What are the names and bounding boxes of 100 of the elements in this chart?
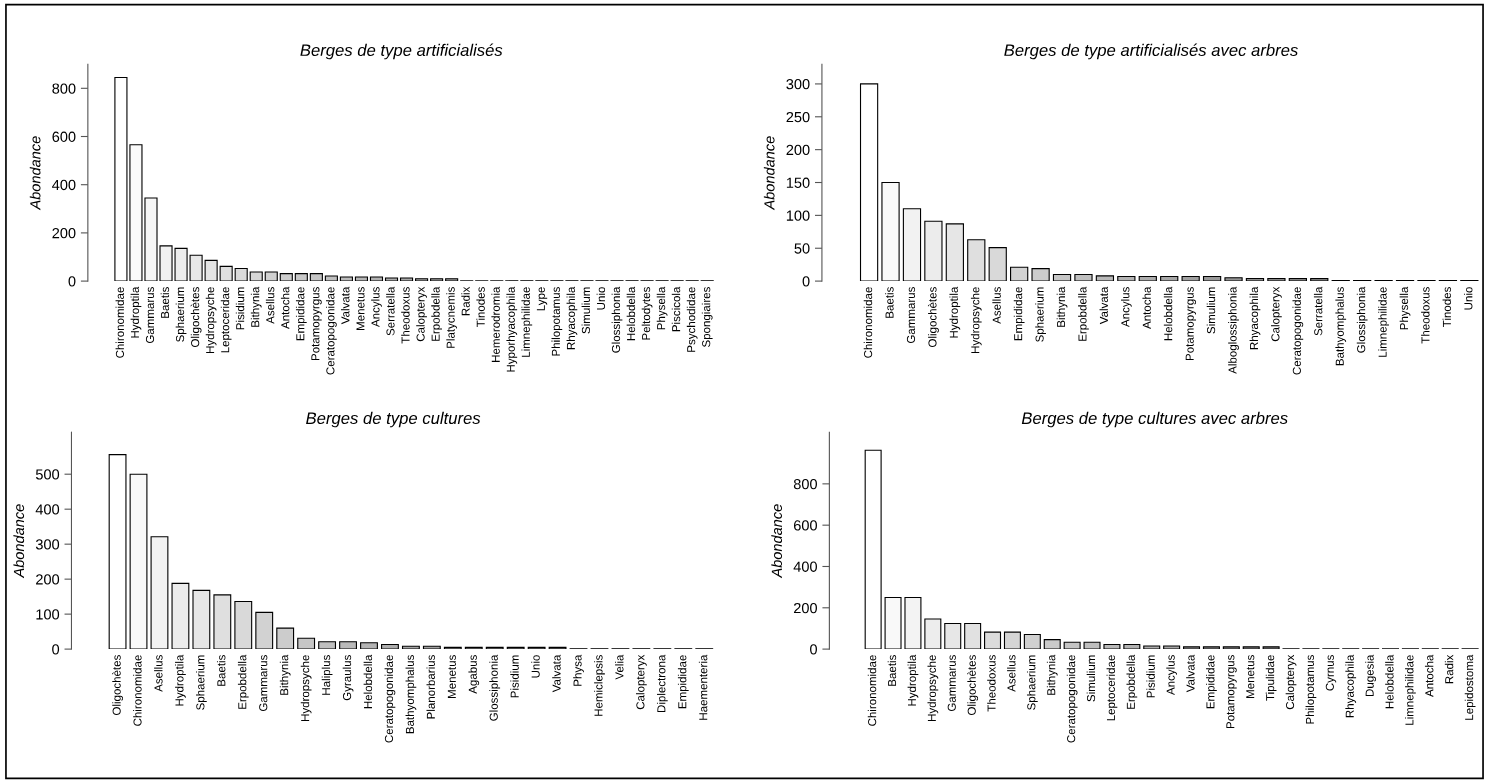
x-tick-label: Hydropsyche: [205, 287, 217, 353]
x-tick-label: Sphaerium: [175, 287, 187, 342]
x-tick-label: Asellus: [265, 287, 275, 324]
x-tick-label: Glossiphonia: [489, 654, 501, 721]
x-tick-label: Hydropsyche: [970, 287, 982, 353]
bar: [859, 83, 879, 282]
y-tick-label: 200: [52, 228, 76, 239]
x-tick-label: Helobdella: [1163, 286, 1173, 341]
bar: [988, 247, 1007, 282]
x-tick-label: Helobdella: [363, 654, 373, 709]
y-axis-title: Abondance: [763, 136, 775, 211]
bar: [1288, 277, 1307, 282]
x-tick-label: Empididae: [677, 655, 689, 709]
bar: [150, 536, 169, 650]
x-tick-label: Radix: [461, 286, 470, 316]
x-tick-label: Potamopyrgus: [1185, 287, 1197, 361]
bar: [279, 273, 293, 282]
y-tick-label: 300: [786, 79, 810, 90]
x-tick-label: Erpobdella: [237, 654, 249, 709]
bar: [1183, 646, 1201, 650]
bar: [864, 449, 882, 650]
bar: [249, 271, 263, 282]
x-tick-label: Rhyacophila: [1345, 654, 1357, 718]
x-tick-label: Physella: [1399, 286, 1411, 330]
x-tick-label: Physella: [656, 286, 668, 330]
y-tick-label: 400: [793, 561, 817, 572]
x-tick-label: Tinodes: [476, 287, 485, 327]
x-tick-label: Physa: [573, 654, 584, 686]
x-tick-label: Psychodidae: [686, 287, 698, 352]
x-tick-label: Hemiclepsis: [594, 655, 605, 716]
x-tick-label: Empididae: [1206, 655, 1217, 709]
bar: [354, 276, 369, 282]
x-tick-label: Haementeria: [698, 654, 708, 720]
bar: [399, 277, 414, 282]
x-tick-label: Radix: [1444, 654, 1454, 684]
bar: [430, 278, 444, 282]
y-tick-label: 100: [36, 609, 60, 620]
bar: [1063, 641, 1081, 650]
x-tick-label: Calopteryx: [1271, 286, 1282, 342]
bar: [1202, 646, 1220, 650]
x-tick-label: Gammarus: [947, 655, 956, 712]
bar: [1083, 641, 1101, 650]
bar: [1123, 644, 1141, 650]
x-tick-label: Diplectrona: [656, 654, 668, 713]
bar: [234, 600, 253, 650]
y-tick-label: 0: [802, 276, 810, 287]
x-tick-label: Bithynia: [1056, 286, 1068, 327]
x-tick-label: Erpobdella: [1078, 286, 1089, 341]
bar: [264, 271, 278, 282]
x-tick-label: Ceratopogonidae: [326, 287, 337, 375]
bar: [339, 641, 357, 650]
x-tick-label: Simulium: [1206, 287, 1216, 334]
bar: [904, 596, 922, 650]
bar: [318, 641, 337, 650]
x-tick-label: Bithynia: [1046, 654, 1058, 695]
y-tick-label: 300: [35, 539, 60, 550]
bar: [945, 223, 964, 282]
x-tick-label: Cyrnus: [1325, 655, 1337, 691]
x-tick-label: Menetus: [447, 655, 456, 698]
bar: [360, 642, 378, 650]
x-tick-label: Empididae: [295, 287, 307, 341]
bar: [984, 631, 1002, 650]
x-tick-label: Hydropsyche: [927, 655, 939, 721]
x-tick-label: Hydroptila: [907, 654, 919, 706]
x-tick-label: Bithynia: [250, 286, 262, 327]
bar: [1103, 644, 1121, 650]
x-tick-label: Pisidium: [1146, 655, 1155, 698]
x-tick-label: Theodoxus: [401, 287, 410, 344]
x-tick-label: Lepidostoma: [1464, 654, 1476, 720]
x-tick-label: Chironomidae: [133, 655, 142, 726]
x-tick-label: Baetis: [216, 655, 226, 686]
x-tick-label: Bithynia: [279, 654, 291, 695]
y-axis-title: Abondance: [13, 504, 25, 579]
bar: [309, 273, 323, 282]
chart-title: Berges de type artificialisés avec arbres: [1004, 43, 1298, 60]
x-tick-label: Spongiaires: [701, 287, 713, 348]
x-tick-label: Piscicola: [671, 286, 681, 332]
x-tick-label: Erpobdella: [431, 286, 442, 341]
bar: [1245, 277, 1265, 282]
x-tick-label: Serratella: [1313, 286, 1323, 336]
x-tick-label: Oligochètes: [112, 655, 124, 715]
y-tick-label: 150: [786, 177, 810, 188]
y-tick-label: 500: [35, 469, 60, 480]
bar: [1043, 639, 1061, 650]
x-tick-label: Hyporhyacophila: [506, 286, 518, 372]
bar: [1117, 275, 1136, 282]
x-tick-label: Asellus: [1007, 655, 1016, 692]
x-tick-label: Antocha: [280, 286, 290, 329]
x-tick-label: Peltodytes: [641, 287, 653, 340]
x-tick-label: Antocha: [1424, 654, 1434, 697]
bar: [213, 594, 232, 650]
bar: [276, 627, 295, 650]
bar: [297, 637, 316, 650]
x-tick-label: Glossiphonia: [1356, 286, 1368, 353]
x-tick-label: Oligochètes: [190, 287, 202, 347]
x-tick-label: Sphaerium: [196, 655, 207, 710]
x-tick-label: Hydroptila: [949, 286, 961, 338]
bar: [192, 589, 211, 650]
bar: [1010, 266, 1029, 282]
y-tick-label: 600: [793, 520, 817, 531]
